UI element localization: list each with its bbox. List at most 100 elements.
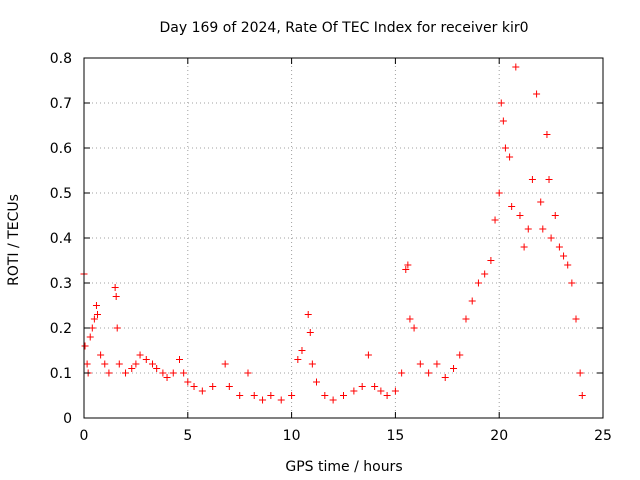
data-point: [350, 387, 358, 395]
data-point: [564, 261, 572, 269]
data-point: [555, 243, 563, 251]
data-point: [474, 279, 482, 287]
data-point: [306, 329, 314, 336]
data-point: [456, 351, 464, 359]
data-point: [90, 315, 98, 323]
x-tick-label: 5: [183, 428, 192, 444]
data-point: [377, 387, 385, 395]
data-point: [136, 351, 144, 359]
data-point: [313, 378, 321, 386]
data-point: [441, 374, 449, 381]
data-point: [425, 369, 433, 377]
axis-ticks: [83, 57, 604, 419]
data-point: [329, 396, 337, 404]
data-point: [468, 297, 476, 305]
data-point: [81, 342, 89, 350]
data-point: [533, 90, 541, 98]
data-point: [294, 356, 302, 363]
data-point: [520, 243, 528, 251]
data-points: [80, 63, 586, 404]
data-point: [184, 378, 192, 386]
data-point: [113, 324, 121, 332]
data-point: [547, 234, 555, 242]
y-tick-label: 0.7: [50, 96, 72, 112]
data-point: [198, 387, 206, 395]
data-point: [169, 369, 177, 377]
data-point: [308, 360, 316, 368]
data-point: [501, 144, 509, 152]
data-point: [358, 383, 366, 390]
y-tick-label: 0.2: [50, 321, 72, 337]
data-point: [495, 189, 503, 197]
data-point: [209, 383, 217, 390]
data-point: [543, 131, 551, 138]
data-point: [277, 396, 285, 404]
y-tick-label: 0.4: [50, 231, 72, 247]
grid-lines: [84, 58, 603, 418]
data-point: [244, 369, 252, 377]
data-point: [371, 383, 379, 390]
y-tick-label: 0.1: [50, 366, 72, 382]
data-point: [132, 360, 140, 368]
data-point: [86, 333, 94, 341]
plot-frame: [83, 57, 604, 419]
data-point: [539, 225, 547, 233]
data-point: [142, 356, 150, 363]
data-point: [111, 284, 119, 291]
data-point: [153, 365, 161, 372]
data-point: [97, 351, 105, 359]
x-tick-label: 20: [490, 428, 508, 444]
x-tick-label: 10: [283, 428, 301, 444]
data-point: [551, 212, 559, 219]
data-point: [402, 266, 410, 273]
data-point: [576, 369, 584, 377]
data-point: [406, 315, 414, 323]
y-tick-label: 0.6: [50, 141, 72, 157]
x-tick-label: 15: [386, 428, 404, 444]
data-point: [568, 279, 576, 287]
x-tick-label: 0: [80, 428, 89, 444]
data-point: [383, 392, 391, 399]
data-point: [175, 356, 183, 363]
data-point: [560, 252, 568, 260]
data-point: [236, 392, 244, 399]
chart-title: Day 169 of 2024, Rate Of TEC Index for r…: [159, 20, 528, 36]
data-point: [304, 311, 312, 318]
data-point: [112, 293, 120, 300]
data-point: [508, 203, 516, 210]
y-tick-label: 0: [63, 411, 72, 427]
data-point: [221, 360, 229, 368]
data-point: [128, 365, 136, 372]
axis-tick-labels: 0 5 10 15 20 25 0 0.1 0.2 0.3 0.4 0.5 0.6 0.7 0.8: [50, 51, 612, 444]
data-point: [450, 365, 458, 372]
data-point: [416, 360, 424, 368]
x-tick-label: 25: [594, 428, 612, 444]
data-point: [545, 176, 553, 183]
data-point: [250, 392, 258, 399]
data-point: [83, 360, 91, 368]
data-point: [159, 369, 167, 377]
data-point: [149, 360, 157, 368]
data-point: [340, 392, 347, 399]
data-point: [364, 351, 372, 359]
data-point: [105, 369, 113, 377]
data-point: [288, 392, 296, 399]
data-point: [462, 315, 470, 323]
y-tick-label: 0.5: [50, 186, 72, 202]
data-point: [122, 369, 130, 377]
data-point: [163, 374, 171, 381]
data-point: [398, 369, 406, 377]
data-point: [391, 387, 399, 395]
data-point: [101, 360, 109, 368]
data-point: [487, 257, 495, 264]
data-point: [225, 383, 233, 390]
data-point: [115, 360, 123, 368]
y-tick-label: 0.8: [50, 51, 72, 67]
data-point: [572, 315, 580, 323]
y-tick-label: 0.3: [50, 276, 72, 292]
data-point: [524, 225, 532, 233]
data-point: [404, 261, 412, 269]
data-point: [190, 383, 198, 390]
data-point: [433, 360, 441, 368]
